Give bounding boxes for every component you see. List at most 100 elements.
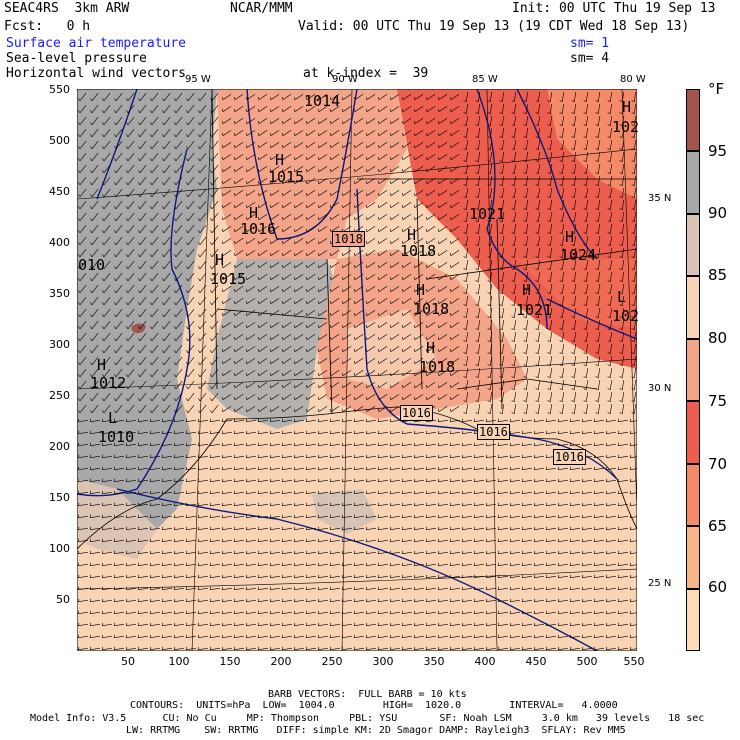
wind-barb <box>449 117 460 125</box>
wind-barb <box>569 562 580 566</box>
wind-barb <box>245 634 256 638</box>
y-tick: 250 <box>49 389 70 402</box>
wind-barb <box>221 357 232 365</box>
wind-barb <box>125 454 136 458</box>
wind-barb <box>150 140 159 150</box>
wind-barb <box>521 466 532 470</box>
wind-barb <box>571 140 577 151</box>
wind-barb <box>583 104 589 115</box>
wind-barb <box>210 404 219 414</box>
wind-barb <box>269 478 280 482</box>
wind-barb <box>475 260 481 271</box>
wind-barb <box>138 152 147 162</box>
wind-barb <box>305 165 316 173</box>
wind-barb <box>162 140 171 150</box>
wind-barb <box>162 188 171 198</box>
wind-barb <box>533 538 544 542</box>
wind-barb <box>595 344 601 355</box>
wind-barb <box>162 380 171 390</box>
wind-barb <box>198 344 207 354</box>
wind-barb <box>269 502 280 506</box>
wind-barb <box>365 297 376 305</box>
wind-barb <box>605 574 616 578</box>
wind-barb <box>523 212 529 223</box>
wind-barb <box>509 622 520 626</box>
wind-barb <box>545 586 556 590</box>
pressure-label: 1012 <box>90 374 127 392</box>
wind-barb <box>523 344 529 355</box>
wind-barb <box>581 418 592 422</box>
wind-barb <box>449 430 460 434</box>
wind-barb <box>233 478 244 482</box>
wind-barb <box>317 646 328 650</box>
wind-barb <box>173 466 184 470</box>
wind-barb <box>437 309 448 317</box>
wind-barb <box>198 380 207 390</box>
wind-barb <box>607 128 613 139</box>
wind-barb <box>413 466 424 470</box>
wind-barb <box>353 430 364 434</box>
wind-barb <box>150 320 159 330</box>
wind-barb <box>449 225 460 233</box>
wind-barb <box>401 562 412 566</box>
wind-barb <box>137 610 148 614</box>
wind-barb <box>631 356 637 367</box>
wind-barb <box>365 526 376 530</box>
wind-barb <box>150 260 159 270</box>
wind-barb <box>463 392 469 403</box>
wind-barb <box>401 393 412 401</box>
wind-barb <box>161 610 172 614</box>
wind-barb <box>210 260 219 270</box>
wind-barb <box>221 610 232 614</box>
wind-barb <box>463 356 469 367</box>
wind-barb <box>521 478 532 482</box>
wind-barb <box>257 105 268 113</box>
pressure-high-marker: H <box>215 251 225 269</box>
wind-barb <box>473 466 484 470</box>
wind-barb <box>257 273 268 281</box>
wind-barb <box>413 502 424 506</box>
wind-barb <box>138 164 147 174</box>
wind-barb <box>497 550 508 554</box>
wind-barb <box>113 622 124 626</box>
wind-barb <box>77 490 88 494</box>
wind-barb <box>353 261 364 269</box>
wind-barb <box>126 284 135 294</box>
wind-barb <box>329 405 340 413</box>
wind-barb <box>114 332 123 342</box>
wind-barb <box>173 502 184 506</box>
wind-barb <box>162 356 171 366</box>
wind-barb <box>437 610 448 614</box>
wind-barb <box>353 129 364 137</box>
wind-barb <box>413 189 424 197</box>
wind-barb <box>475 332 481 343</box>
wind-barb <box>559 356 565 367</box>
wind-barb <box>114 104 123 114</box>
wind-barb <box>329 333 340 341</box>
wind-barb <box>257 550 268 554</box>
wind-barb <box>497 646 508 650</box>
wind-barb <box>629 634 637 638</box>
smoothing-1: sm= 1 <box>570 36 610 51</box>
wind-barb <box>607 248 613 259</box>
wind-barb <box>425 646 436 650</box>
wind-barb <box>377 442 388 446</box>
wind-barb <box>449 405 460 413</box>
wind-barb <box>221 93 232 101</box>
wind-barb <box>221 117 232 125</box>
wind-barb <box>437 177 448 185</box>
wind-barb <box>221 165 232 173</box>
wind-barb <box>173 526 184 530</box>
wind-barb <box>511 380 517 391</box>
wind-barb <box>523 128 529 139</box>
wind-barb <box>487 260 493 271</box>
wind-barb <box>487 152 493 163</box>
wind-barb <box>353 285 364 293</box>
wind-barb <box>233 213 244 221</box>
wind-barb <box>413 297 424 305</box>
wind-barb <box>90 296 99 306</box>
wind-barb <box>78 260 87 270</box>
wind-barb <box>475 212 481 223</box>
wind-barb <box>305 393 316 401</box>
wind-barb <box>631 296 637 307</box>
